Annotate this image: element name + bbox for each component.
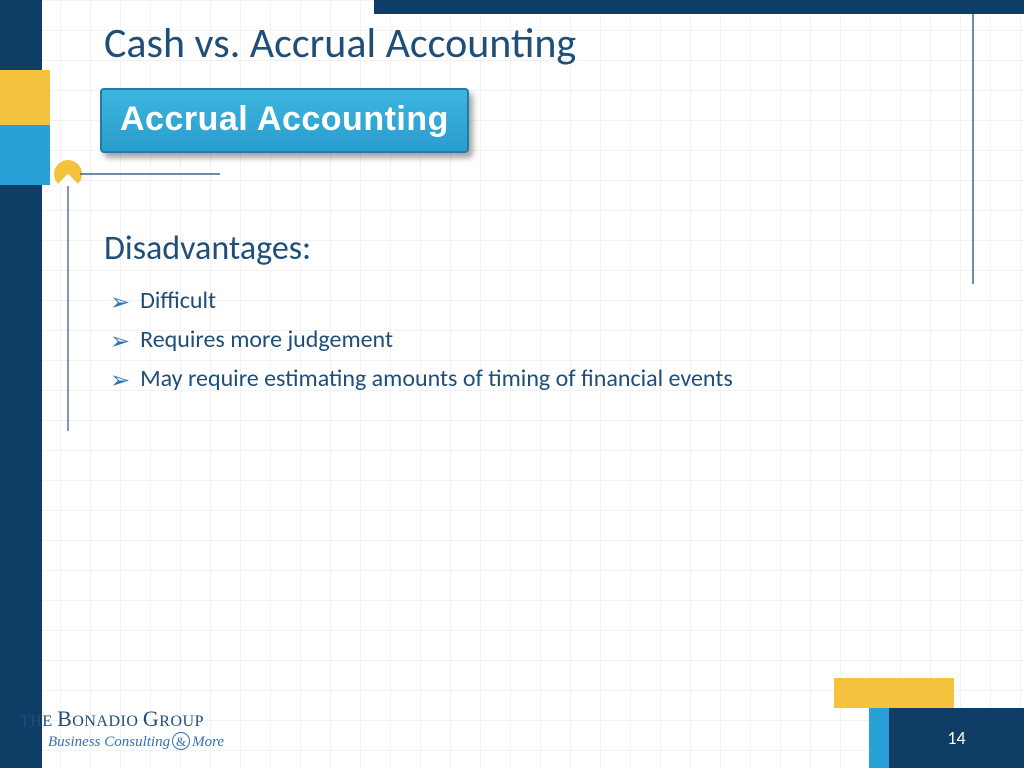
bullet-list: ➢ Difficult ➢ Requires more judgement ➢ … <box>110 286 733 403</box>
top-navy-bar <box>374 0 1024 14</box>
logo-sub-line: Business Consulting&More <box>48 732 224 750</box>
chevron-icon: ➢ <box>110 330 130 354</box>
bullet-text: Difficult <box>140 286 216 315</box>
logo-roup: ROUP <box>159 713 204 730</box>
logo-sub-left: Business Consulting <box>48 734 170 750</box>
slide-title: Cash vs. Accrual Accounting <box>104 18 576 69</box>
left-yellow-block <box>0 70 50 125</box>
list-item: ➢ Requires more judgement <box>110 325 733 354</box>
footer-logo: THE BONADIO GROUP Business Consulting&Mo… <box>20 708 224 750</box>
list-item: ➢ Difficult <box>110 286 733 315</box>
logo-the: THE <box>20 713 57 730</box>
page-number: 14 <box>947 727 965 749</box>
right-vertical-rule <box>972 14 974 284</box>
list-item: ➢ May require estimating amounts of timi… <box>110 364 733 393</box>
vertical-rule <box>67 186 69 431</box>
accrual-banner: Accrual Accounting <box>100 88 469 153</box>
ampersand-icon: & <box>172 732 190 750</box>
horizontal-rule <box>80 173 220 175</box>
page-number-block: 14 <box>889 708 1024 768</box>
chevron-icon: ➢ <box>110 369 130 393</box>
chevron-icon: ➢ <box>110 291 130 315</box>
section-heading: Disadvantages: <box>104 228 311 269</box>
logo-main-line: THE BONADIO GROUP <box>20 708 224 730</box>
left-lightblue-block <box>0 125 50 185</box>
logo-sub-right: More <box>192 734 224 750</box>
bottom-right-yellow <box>834 678 954 708</box>
logo-b: B <box>57 706 72 731</box>
bullet-text: Requires more judgement <box>140 325 393 354</box>
pacman-icon <box>54 160 82 188</box>
logo-onadio: ONADIO <box>72 713 143 730</box>
bullet-text: May require estimating amounts of timing… <box>140 364 733 393</box>
logo-g: G <box>143 706 159 731</box>
